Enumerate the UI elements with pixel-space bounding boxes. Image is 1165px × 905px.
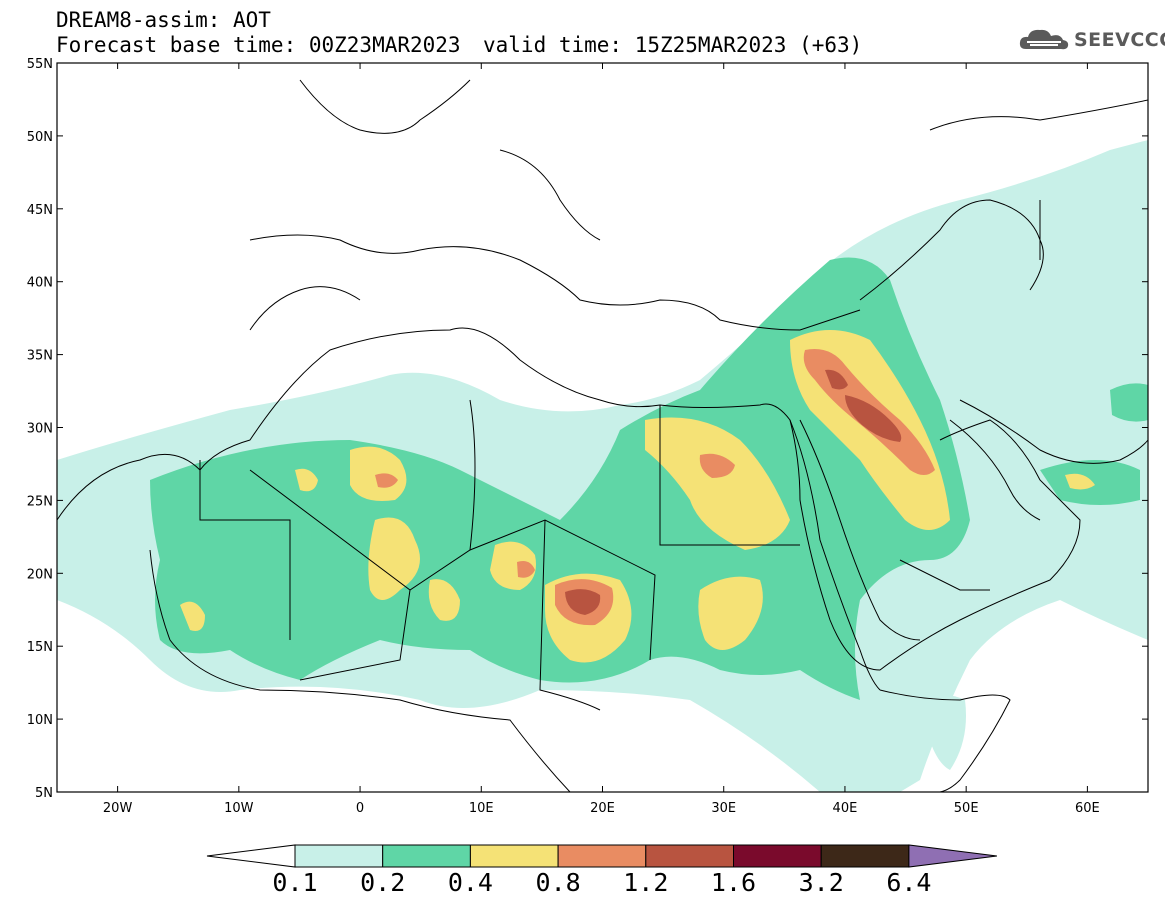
colorbar	[206, 844, 997, 868]
coastlines	[57, 79, 1148, 792]
seevccc-logo: SEEVCCC	[1018, 26, 1165, 54]
colorbar-label: 0.1	[272, 868, 318, 897]
lat-tick-label: 45N	[27, 203, 53, 218]
lat-tick-label: 50N	[27, 130, 53, 145]
lon-tick-label: 30E	[711, 801, 736, 816]
lat-tick-label: 35N	[27, 349, 53, 364]
lon-tick-label: 60E	[1075, 801, 1100, 816]
lon-tick-label: 20E	[590, 801, 615, 816]
lat-tick-label: 55N	[27, 57, 53, 72]
colorbar-segment	[645, 844, 734, 868]
colorbar-label: 6.4	[886, 868, 932, 897]
colorbar-label: 0.2	[360, 868, 406, 897]
cloud-icon	[1019, 29, 1069, 50]
colorbar-labels: 0.1 0.2 0.4 0.8 1.2 1.6 3.2 6.4	[0, 868, 1165, 898]
colorbar-label: 3.2	[798, 868, 844, 897]
axis-ticks: 5N 10N 15N 20N 25N 30N 35N 40N 45N 50N 55N 20W 10W 0 1…	[27, 57, 1148, 816]
colorbar-label: 0.4	[447, 868, 493, 897]
lon-tick-label: 40E	[833, 801, 858, 816]
colorbar-segment	[820, 844, 910, 868]
lon-tick-label: 20W	[103, 801, 133, 816]
colorbar-label: 0.8	[535, 868, 581, 897]
lon-tick-label: 10W	[224, 801, 254, 816]
colorbar-above-arrow	[908, 844, 997, 868]
colorbar-segment	[733, 844, 822, 868]
aot-fields	[57, 140, 1148, 792]
map-title: DREAM8-assim: AOT	[56, 8, 271, 32]
lon-tick-label: 10E	[469, 801, 494, 816]
lat-tick-label: 10N	[27, 713, 53, 728]
logo-text: SEEVCCC	[1074, 29, 1165, 51]
colorbar-segment	[469, 844, 559, 868]
colorbar-segment	[557, 844, 647, 868]
colorbar-segment	[294, 844, 384, 868]
aot-band-1-2	[565, 369, 902, 615]
colorbar-label: 1.2	[623, 868, 669, 897]
lon-tick-label: 0	[356, 801, 364, 816]
colorbar-label: 1.6	[710, 868, 757, 897]
forecast-base-time: Forecast base time: 00Z23MAR2023	[56, 33, 461, 57]
lat-tick-label: 15N	[27, 640, 53, 655]
lon-tick-label: 50E	[954, 801, 979, 816]
lat-tick-label: 5N	[35, 786, 53, 801]
lat-tick-label: 40N	[27, 276, 53, 291]
lat-tick-label: 25N	[27, 494, 53, 509]
lat-tick-label: 20N	[27, 567, 53, 582]
colorbar-below-arrow	[206, 844, 296, 868]
lat-tick-label: 30N	[27, 422, 53, 437]
colorbar-segment	[382, 844, 471, 868]
valid-time: valid time: 15Z25MAR2023 (+63)	[483, 33, 863, 57]
